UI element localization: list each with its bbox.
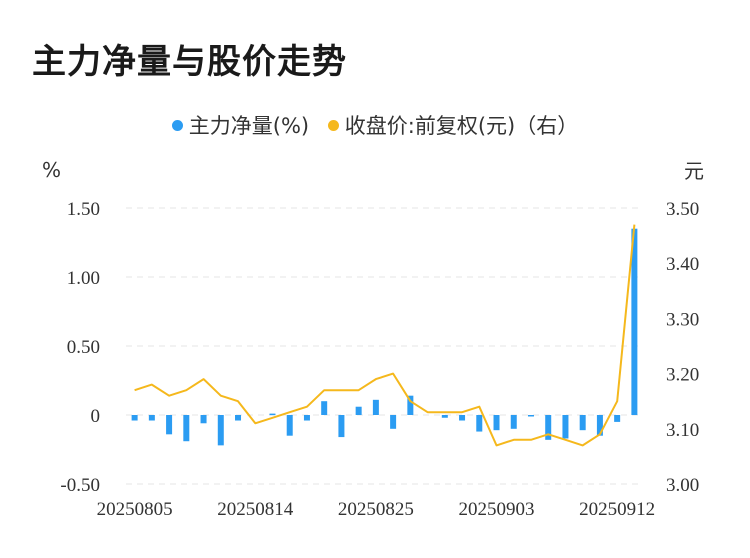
chart-title: 主力净量与股价走势 xyxy=(32,42,347,82)
bar xyxy=(527,415,534,417)
bar xyxy=(545,415,552,440)
legend-dot-net-flow-icon xyxy=(171,120,183,131)
bar xyxy=(166,415,173,435)
bar xyxy=(235,415,242,421)
bar xyxy=(303,415,310,421)
bar xyxy=(614,415,621,422)
bar xyxy=(217,415,224,446)
y-left-tick-label: 0 xyxy=(91,406,101,427)
bar xyxy=(183,415,190,442)
y-right-tick-label: 3.50 xyxy=(666,199,699,220)
bar xyxy=(510,415,517,429)
bar xyxy=(200,415,207,424)
bar xyxy=(338,415,345,438)
bar xyxy=(579,415,586,431)
bar xyxy=(562,415,569,439)
y-left-unit: % xyxy=(42,158,61,182)
y-right-tick-label: 3.30 xyxy=(666,309,699,330)
y-right-tick-label: 3.00 xyxy=(666,475,699,496)
bar xyxy=(355,406,362,415)
bar xyxy=(321,401,328,415)
legend-dot-close-price-icon xyxy=(327,120,339,131)
y-right-tick-label: 3.40 xyxy=(666,254,699,275)
bar xyxy=(476,415,483,432)
x-tick-label: 20250814 xyxy=(217,499,294,520)
bar xyxy=(407,395,414,415)
bar xyxy=(441,415,448,418)
bar xyxy=(131,415,138,421)
bar xyxy=(459,415,466,421)
legend-item-close-price[interactable]: 收盘价:前复权(元)（右） xyxy=(327,110,579,140)
bar xyxy=(631,228,638,415)
bar xyxy=(148,415,155,421)
x-tick-label: 20250825 xyxy=(338,499,414,520)
y-left-tick-label: 1.50 xyxy=(67,199,100,220)
legend: 主力净量(%) 收盘价:前复权(元)（右） xyxy=(0,110,750,140)
legend-label-close-price: 收盘价:前复权(元)（右） xyxy=(344,114,579,138)
y-right-tick-label: 3.10 xyxy=(666,420,699,441)
legend-label-net-flow: 主力净量(%) xyxy=(188,114,310,138)
x-tick-label: 20250903 xyxy=(459,499,535,520)
y-right-tick-label: 3.20 xyxy=(666,365,699,386)
y-left-tick-label: -0.50 xyxy=(60,475,100,496)
y-right-unit: 元 xyxy=(684,159,704,183)
bar xyxy=(286,415,293,436)
legend-item-net-flow[interactable]: 主力净量(%) xyxy=(171,110,310,140)
y-left-tick-label: 0.50 xyxy=(67,337,100,358)
x-tick-label: 20250912 xyxy=(579,499,655,520)
bar xyxy=(372,399,379,415)
bar xyxy=(390,415,397,429)
bar xyxy=(596,415,603,436)
price-line xyxy=(134,224,636,447)
x-tick-label: 20250805 xyxy=(97,499,173,520)
bar xyxy=(493,415,500,431)
bar xyxy=(269,413,276,416)
y-left-tick-label: 1.00 xyxy=(67,268,100,289)
